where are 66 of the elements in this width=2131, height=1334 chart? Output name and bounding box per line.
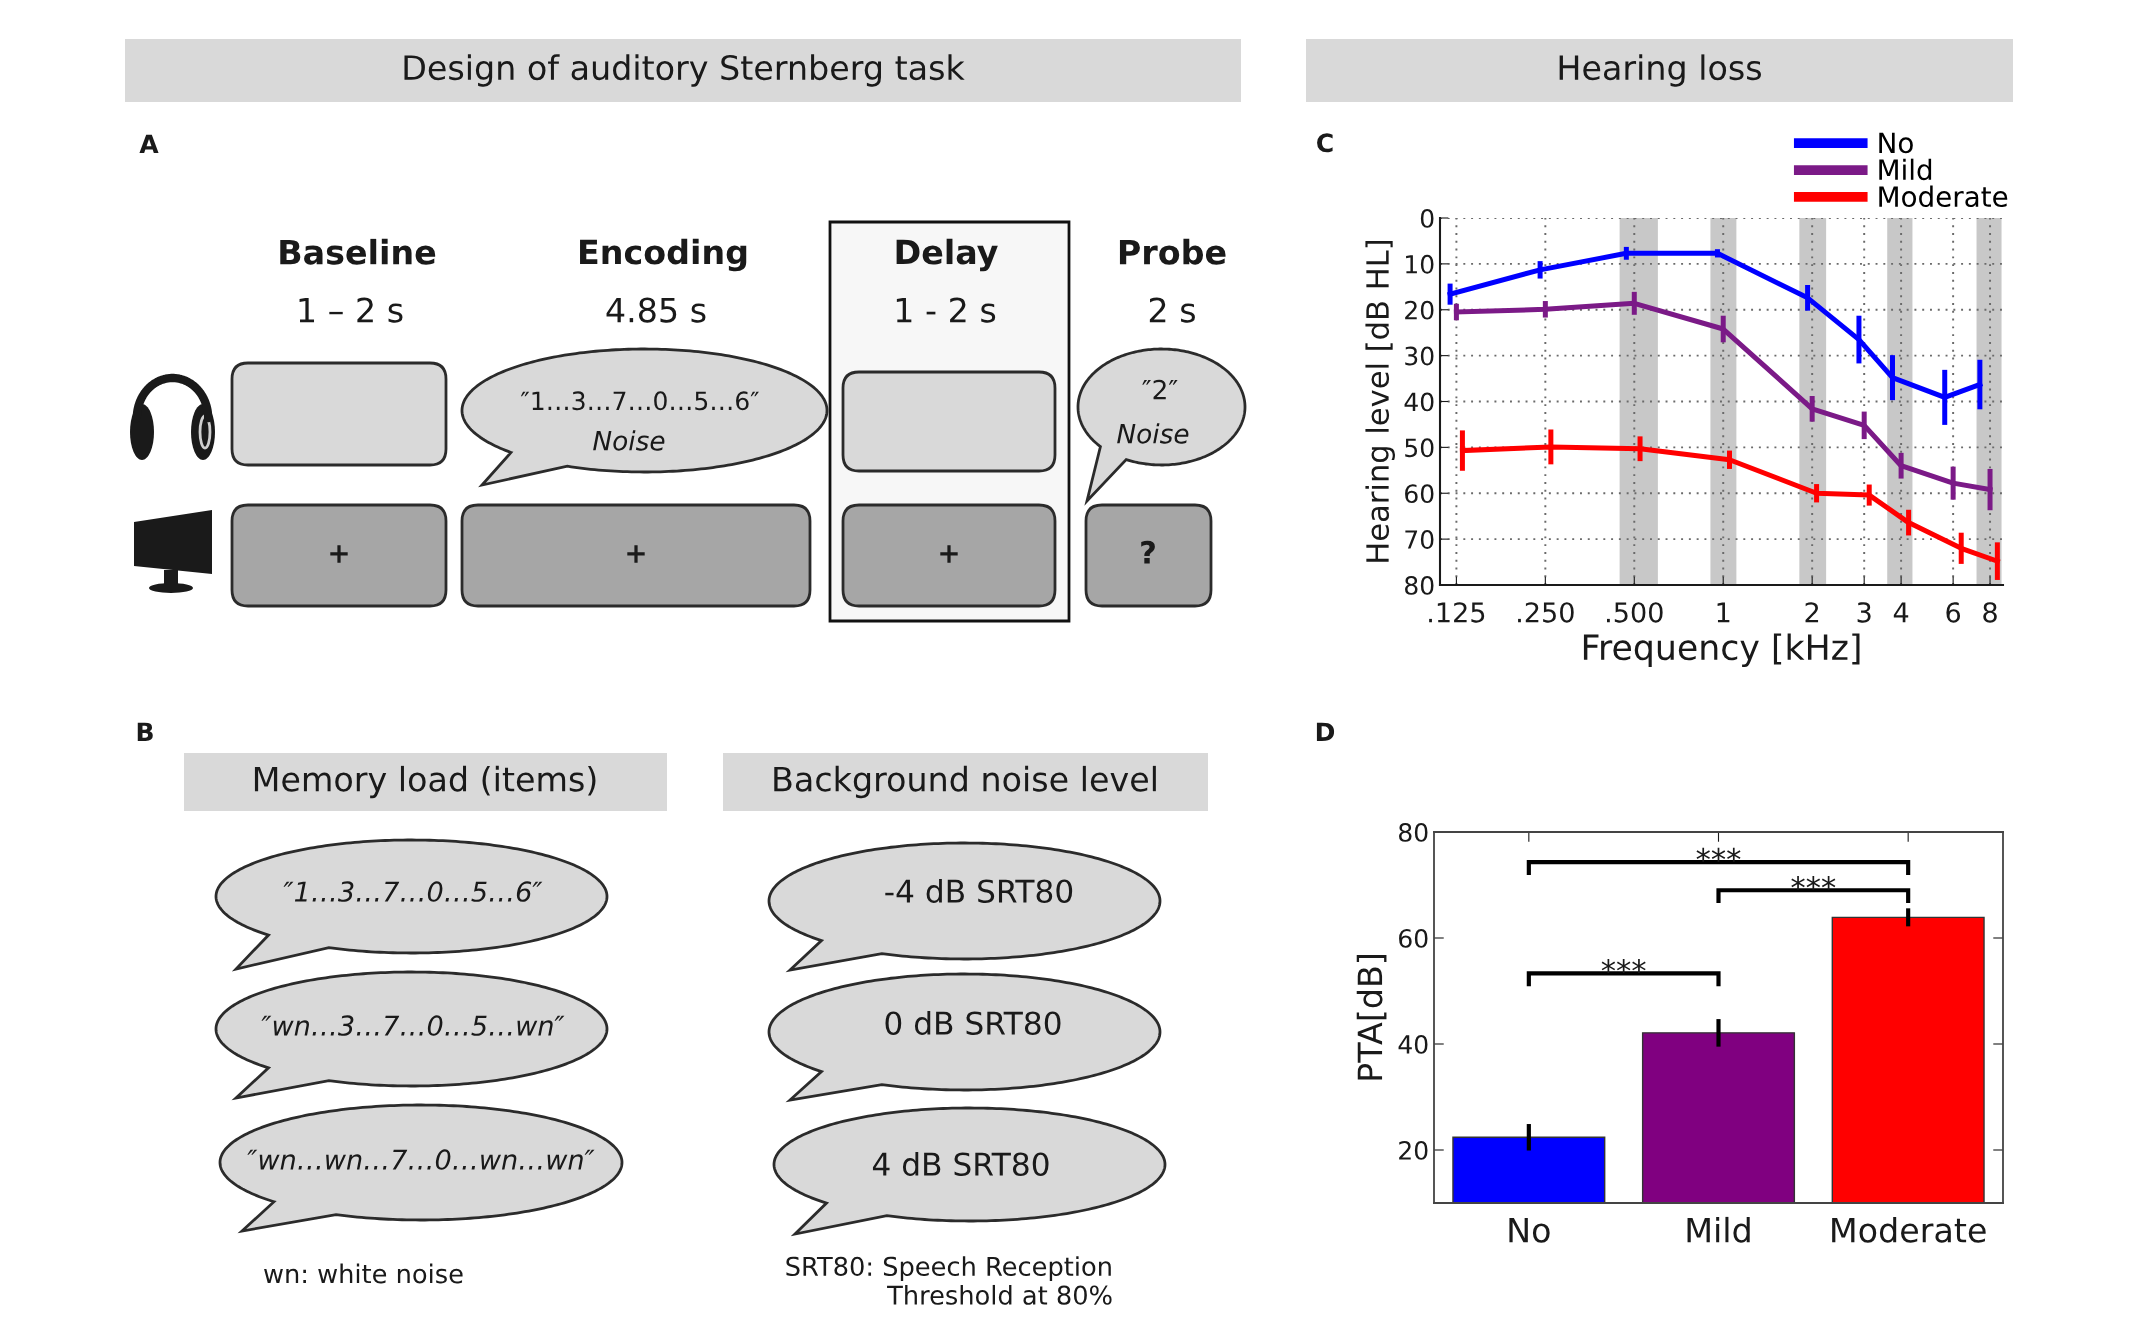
text: ″1…3…7…0…5…6″	[283, 881, 543, 902]
text: Delay	[896, 238, 998, 272]
x-tick-label: 1	[1717, 602, 1730, 623]
text: +	[940, 545, 958, 563]
text: B	[137, 722, 153, 741]
text: Background noise level	[774, 765, 1156, 799]
text: ″wn…3…7…0…5…wn″	[261, 1015, 565, 1036]
x-tick-label: 2	[1805, 602, 1819, 623]
annotation: ***	[1696, 847, 1741, 862]
x-axis-title: Frequency [kHz]	[1583, 633, 1860, 668]
x-tick-label: .250	[1518, 602, 1574, 623]
legend-label: No	[1879, 132, 1913, 154]
text: SRT80: Speech Reception Threshold at 80%	[786, 1256, 1112, 1305]
text: Noise	[1117, 423, 1189, 444]
y-tick-label: 20	[1405, 300, 1434, 320]
text: +	[627, 545, 645, 563]
text: Probe	[1119, 238, 1226, 265]
text: wn: white noise	[264, 1263, 463, 1284]
annotation: ***	[1791, 875, 1836, 890]
text: D	[1316, 722, 1335, 741]
y-tick-label: 80	[1405, 575, 1434, 595]
y-tick-label: 40	[1404, 392, 1434, 412]
y-axis-title: Hearing level [dB HL]	[1365, 240, 1395, 562]
x-tick-label: No	[1509, 1217, 1550, 1243]
x-tick-label: 8	[1983, 602, 1997, 623]
legend-label: Moderate	[1879, 185, 2008, 208]
x-tick-label: Mild	[1687, 1216, 1750, 1243]
y-tick-label: 30	[1405, 346, 1434, 366]
text: 1 - 2 s	[896, 297, 996, 323]
text: Baseline	[280, 238, 436, 265]
chart-title: Hearing loss	[1559, 54, 1761, 87]
text: 2 s	[1149, 297, 1195, 323]
y-tick-label: 60	[1399, 928, 1428, 948]
legend-label: Mild	[1879, 158, 1932, 181]
y-tick-label: 70	[1405, 530, 1434, 549]
text: Design of auditory Sternberg task	[404, 54, 965, 87]
y-tick-label: 50	[1405, 438, 1434, 458]
y-tick-label: 20	[1399, 1140, 1428, 1160]
text: +	[330, 545, 348, 563]
y-tick-label: 40	[1398, 1034, 1428, 1054]
text: 4 dB SRT80	[872, 1151, 1049, 1177]
x-tick-label: Moderate	[1832, 1216, 1986, 1243]
text: A	[139, 134, 159, 153]
text: ″1…3…7…0…5…6″	[520, 391, 759, 411]
text: Encoding	[580, 238, 747, 272]
text: 0 dB SRT80	[885, 1010, 1061, 1036]
text: Memory load (items)	[254, 765, 596, 799]
text: 4.85 s	[606, 297, 706, 323]
x-tick-label: .125	[1429, 602, 1485, 623]
y-tick-label: 10	[1406, 254, 1434, 274]
y-tick-label: 0	[1420, 208, 1434, 228]
text: ″wn…wn…7…0…wn…wn″	[247, 1149, 595, 1170]
x-tick-label: 6	[1946, 602, 1961, 623]
x-tick-label: 3	[1857, 602, 1871, 623]
text: ″2″	[1142, 379, 1178, 400]
text: Noise	[593, 430, 665, 451]
text: C	[1317, 133, 1333, 153]
annotation: ***	[1601, 959, 1646, 973]
text: ?	[1141, 540, 1155, 564]
y-tick-label: 60	[1405, 484, 1434, 504]
x-tick-label: .500	[1607, 602, 1663, 623]
y-tick-label: 80	[1399, 822, 1428, 842]
text: 1 – 2 s	[299, 297, 403, 323]
x-tick-label: 4	[1893, 602, 1909, 623]
text: -4 dB SRT80	[885, 878, 1073, 904]
y-axis-title: PTA[dB]	[1356, 955, 1387, 1080]
